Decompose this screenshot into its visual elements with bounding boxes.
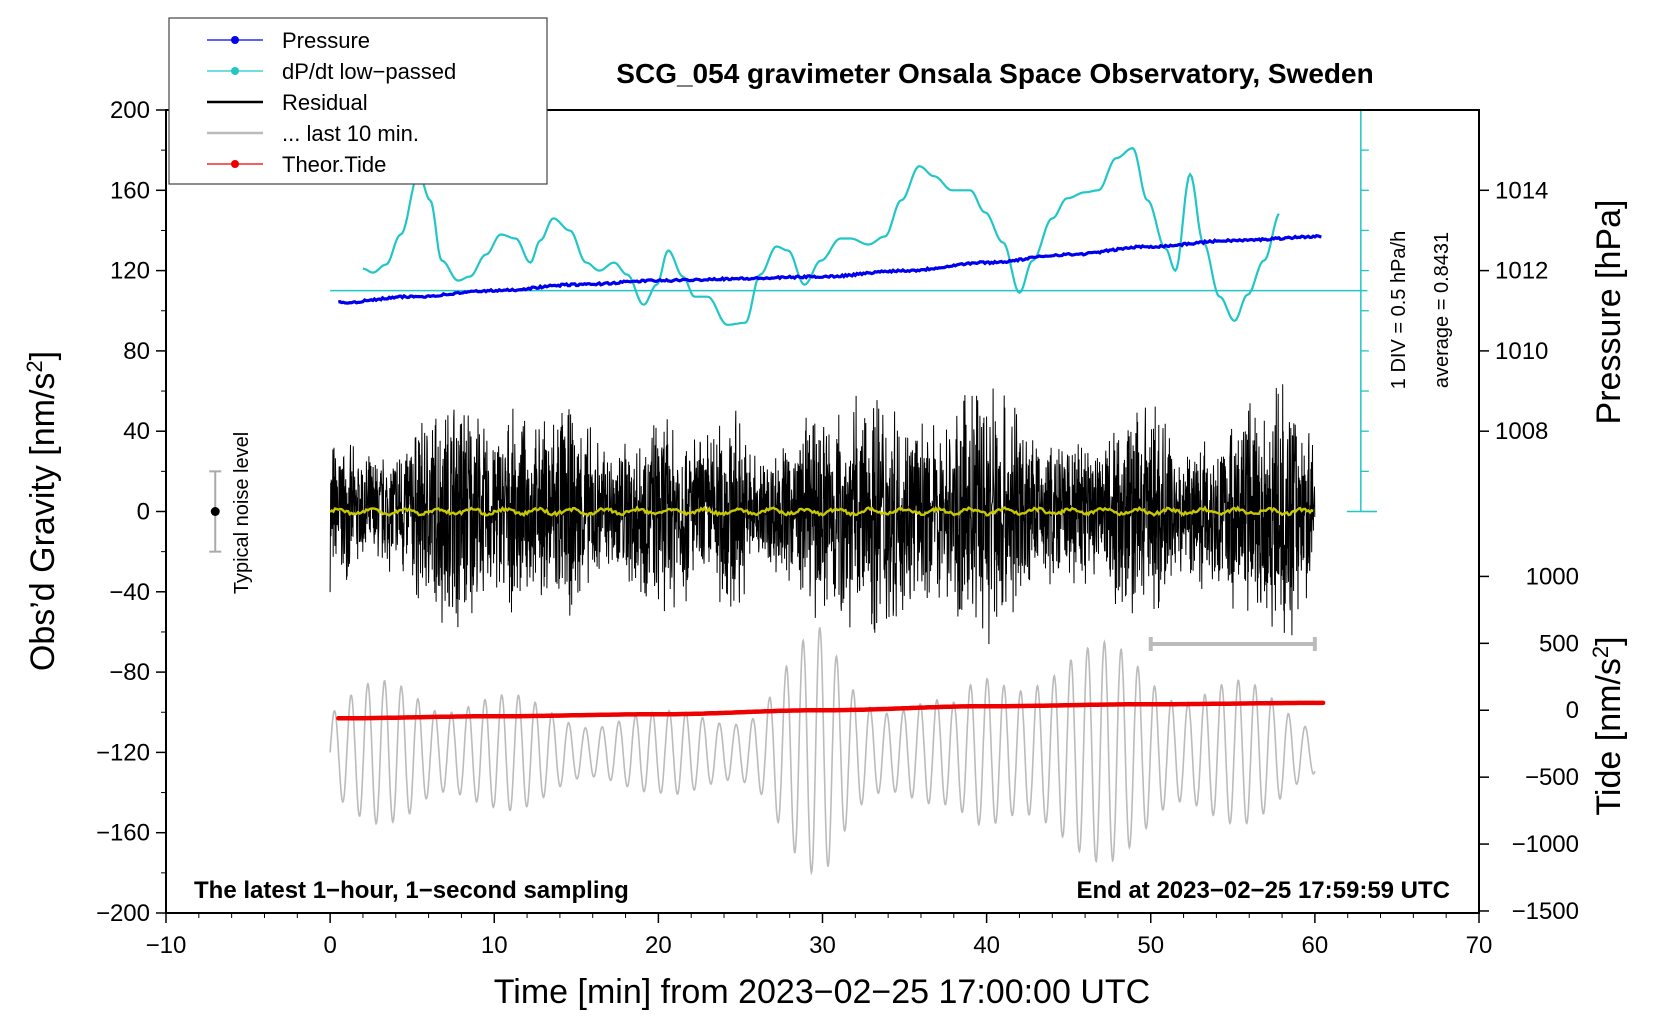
noise-level-label: Typical noise level [231,432,253,594]
legend-label: ... last 10 min. [282,121,419,146]
x-tick-label: 60 [1302,932,1329,959]
legend: Pressure dP/dt low−passed Residual ... last… [168,17,548,185]
y-axis-title-tide-main: Tide [nm/s [1590,658,1628,815]
y-tick-label: −200 [96,900,150,927]
pressure-div-label: 1 DIV = 0.5 hPa/h [1388,231,1410,389]
tide-tick-label: 500 [1539,630,1579,657]
legend-label: Residual [282,90,368,115]
y-tick-label: −120 [96,739,150,766]
x-tick-label: 0 [323,932,336,959]
x-tick-label: 70 [1466,932,1493,959]
annotations [209,109,1377,651]
y-axis-title-left-sup: 2 [22,360,47,372]
pressure-tick-label: 1012 [1495,258,1548,285]
tide-tick-label: −1500 [1512,898,1579,925]
x-axis-title: Time [min] from 2023−02−25 17:00:00 UTC [494,973,1150,1011]
legend-label: Theor.Tide [282,152,386,177]
pressure-line [338,234,1322,305]
last-10-min-series [329,627,1316,876]
y-tick-label: 0 [137,499,150,526]
y-axis-title-left-end: ] [24,351,62,360]
x-tick-label: 30 [809,932,836,959]
last-10-min-line [329,627,1316,876]
pressure-tick-label: 1014 [1495,177,1548,204]
noise-bar-dot [210,507,220,516]
y-tick-label: −80 [109,659,150,686]
theor-tide-series [336,700,1326,721]
dpdt-line [362,146,1280,326]
residual-line [329,384,1316,645]
lowpass-line [329,505,1314,518]
legend-label: Pressure [282,28,370,53]
residual-series [329,384,1316,645]
note-end-time: End at 2023−02−25 17:59:59 UTC [1076,877,1450,904]
y-tick-label: 120 [110,258,150,285]
pressure-average-label: average = 0.8431 [1431,232,1453,388]
tide-tick-label: −500 [1525,764,1579,791]
y-tick-label: −160 [96,820,150,847]
x-tick-label: −10 [146,932,187,959]
y-axis-title-left: Obs’d Gravity [nm/s2] [22,351,62,671]
note-sampling: The latest 1−hour, 1−second sampling [194,877,629,904]
x-tick-label: 40 [973,932,1000,959]
y-axis-title-pressure: Pressure [hPa] [1590,200,1628,425]
tide-tick-label: 1000 [1526,563,1579,590]
x-tick-label: 10 [481,932,508,959]
y-tick-label: −40 [109,579,150,606]
x-tick-label: 50 [1137,932,1164,959]
x-tick-label: 20 [645,932,672,959]
axes: −10 0 10 20 30 40 50 60 70 −200 −160 −120 −80 −40 0 40 8… [96,97,1579,959]
legend-label: dP/dt low−passed [282,59,456,84]
legend-swatch-marker [231,67,239,75]
y-axis-title-tide-sup: 2 [1588,646,1613,658]
tide-tick-label: −1000 [1512,831,1579,858]
pressure-tick-label: 1010 [1495,338,1548,365]
y-tick-label: 80 [123,338,150,365]
y-axis-title-tide-end: ] [1590,636,1628,645]
y-axis-title-left-main: Obs’d Gravity [nm/s [24,373,62,672]
legend-swatch-marker [231,36,239,44]
y-tick-label: 200 [110,97,150,124]
tide-tick-label: 0 [1566,697,1579,724]
residual-lowpass-series [329,505,1314,518]
y-tick-label: 40 [123,418,150,445]
y-axis-title-tide: Tide [nm/s2] [1588,636,1628,815]
pressure-series [338,234,1322,305]
y-tick-label: 160 [110,177,150,204]
legend-swatch-marker [231,160,239,168]
pressure-tick-label: 1008 [1495,418,1548,445]
chart-title: SCG_054 gravimeter Onsala Space Observat… [616,58,1373,89]
theor-tide-line [336,700,1326,721]
